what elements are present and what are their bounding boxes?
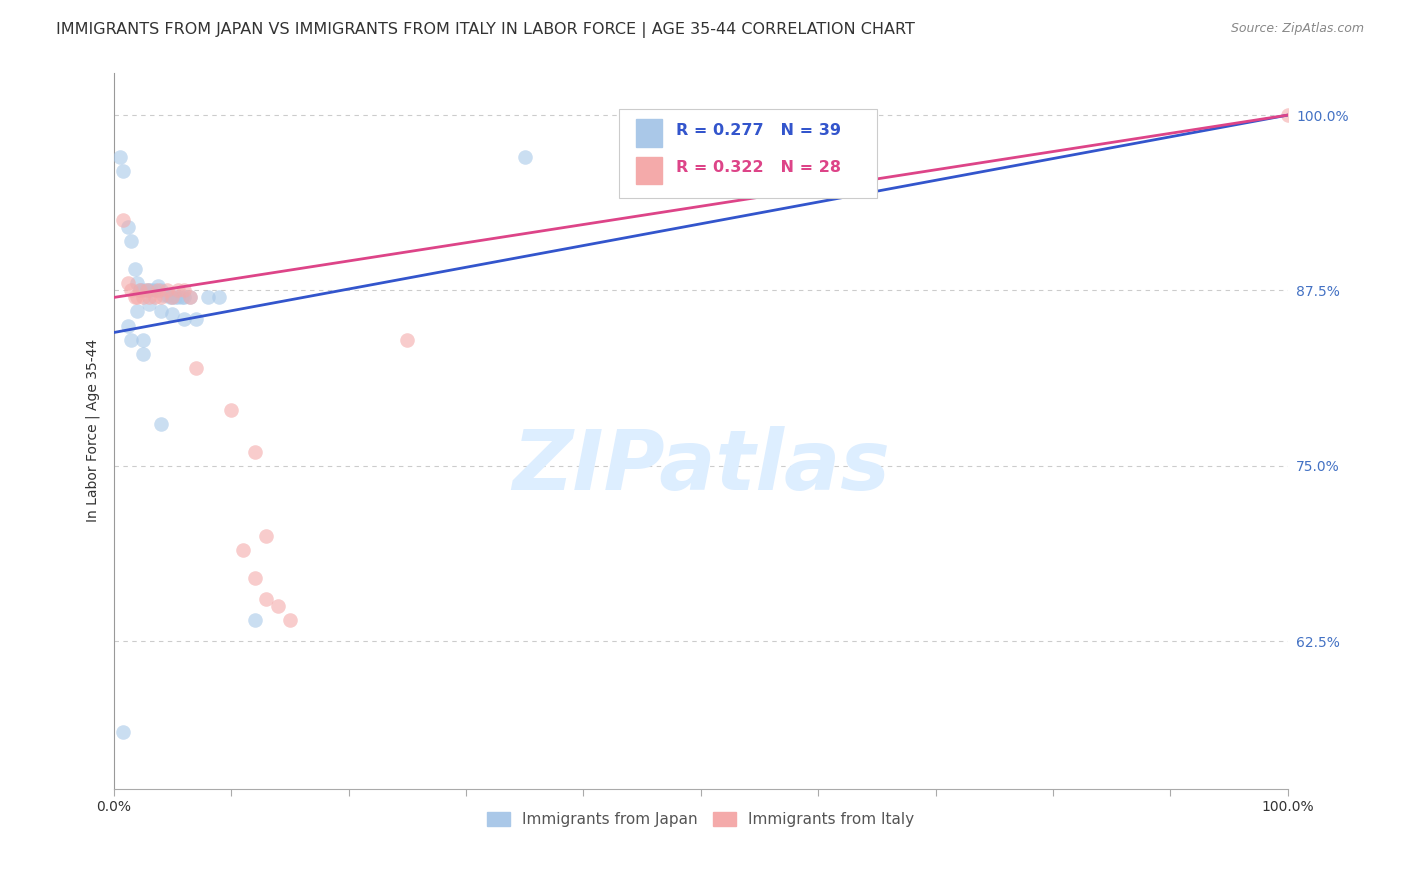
Text: Source: ZipAtlas.com: Source: ZipAtlas.com (1230, 22, 1364, 36)
Point (513, 150, 536, 164)
Point (162, 290, 184, 304)
Point (170, 290, 193, 304)
Point (152, 287, 174, 301)
FancyBboxPatch shape (636, 157, 662, 184)
Point (138, 290, 160, 304)
Point (128, 284, 150, 298)
Point (219, 402, 242, 417)
Text: ZIPatlas: ZIPatlas (512, 426, 890, 507)
Point (128, 284, 150, 298)
Point (179, 290, 201, 304)
Text: R = 0.322   N = 28: R = 0.322 N = 28 (676, 160, 841, 175)
Point (232, 543, 254, 558)
Point (208, 290, 231, 304)
Point (143, 284, 166, 298)
Point (155, 287, 177, 301)
Point (117, 220, 139, 235)
Text: R = 0.277   N = 39: R = 0.277 N = 39 (676, 123, 841, 137)
Point (132, 284, 155, 298)
Point (149, 290, 172, 304)
Point (127, 290, 149, 304)
Point (112, 164, 135, 178)
Point (112, 213, 135, 227)
Point (132, 290, 155, 304)
Point (149, 417, 172, 431)
Point (278, 613, 301, 627)
Point (135, 284, 157, 298)
Point (267, 599, 290, 614)
Point (197, 290, 219, 304)
Point (148, 279, 170, 293)
Point (163, 290, 186, 304)
Point (167, 284, 190, 298)
Point (148, 284, 170, 298)
Point (159, 290, 181, 304)
Point (184, 360, 207, 375)
Point (143, 290, 166, 304)
Point (149, 304, 172, 318)
FancyBboxPatch shape (636, 120, 662, 146)
Point (167, 290, 190, 304)
Point (149, 284, 172, 298)
Point (138, 284, 160, 298)
Point (138, 297, 160, 311)
Legend: Immigrants from Japan, Immigrants from Italy: Immigrants from Japan, Immigrants from I… (479, 805, 922, 835)
Point (162, 307, 184, 321)
Point (173, 284, 195, 298)
Point (124, 290, 146, 304)
Point (120, 284, 142, 298)
Point (120, 333, 142, 347)
Point (184, 311, 207, 326)
Point (132, 346, 155, 360)
Point (117, 277, 139, 291)
Point (173, 290, 195, 304)
Point (1277, 108, 1299, 122)
Point (173, 311, 195, 326)
Point (117, 318, 139, 333)
Point (108, 150, 131, 164)
Point (135, 284, 157, 298)
Point (243, 571, 266, 585)
Point (127, 304, 149, 318)
Point (141, 284, 163, 298)
Point (254, 592, 277, 607)
Point (243, 613, 266, 627)
Point (127, 277, 149, 291)
Point (155, 284, 177, 298)
Point (243, 445, 266, 459)
FancyBboxPatch shape (619, 109, 877, 198)
Point (124, 262, 146, 277)
Text: IMMIGRANTS FROM JAPAN VS IMMIGRANTS FROM ITALY IN LABOR FORCE | AGE 35-44 CORREL: IMMIGRANTS FROM JAPAN VS IMMIGRANTS FROM… (56, 22, 915, 38)
Y-axis label: In Labor Force | Age 35-44: In Labor Force | Age 35-44 (86, 339, 100, 523)
Point (254, 529, 277, 543)
Point (132, 333, 155, 347)
Point (179, 290, 201, 304)
Point (120, 235, 142, 249)
Point (112, 725, 135, 739)
Point (396, 333, 419, 347)
Point (162, 290, 184, 304)
